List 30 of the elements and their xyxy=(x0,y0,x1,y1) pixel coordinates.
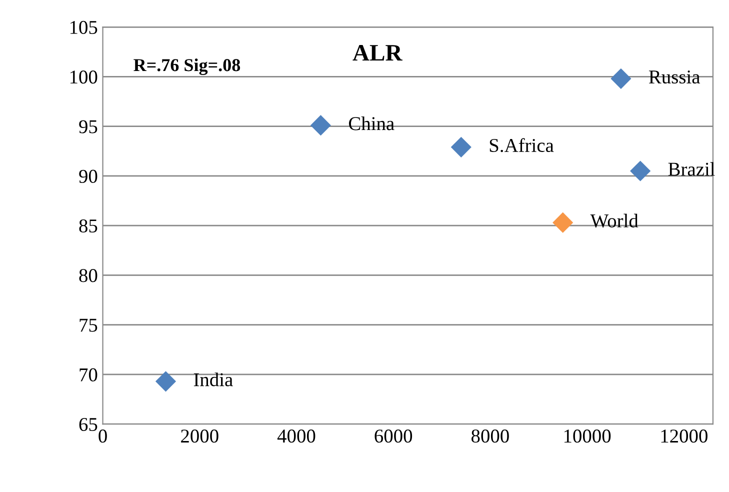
annotation: S.Africa xyxy=(490,138,554,152)
annotation: R=.76 Sig=.08 xyxy=(134,58,240,76)
point xyxy=(630,160,651,182)
y-tick-label: 95 xyxy=(79,120,98,134)
annotation: Brazil xyxy=(668,162,715,176)
annotation: China xyxy=(348,116,394,130)
y-tick-label: 70 xyxy=(80,368,98,382)
point xyxy=(552,212,574,233)
x-tick-label: 4000 xyxy=(277,430,316,443)
x-tick-label: 8000 xyxy=(471,430,509,443)
annotation: World xyxy=(590,214,638,228)
x-tick-label: 6000 xyxy=(374,430,412,443)
y-tick-label: 90 xyxy=(79,170,98,183)
x-tick-label: 0 xyxy=(98,430,107,443)
text: ALR xyxy=(352,44,402,61)
annotation: Russia xyxy=(648,70,700,84)
x-tick-label: 2000 xyxy=(181,430,218,443)
point xyxy=(310,115,332,136)
point xyxy=(610,68,632,89)
point xyxy=(155,371,176,392)
y-tick-label: 75 xyxy=(80,318,98,332)
y-tick-label: 65 xyxy=(79,418,98,432)
x-tick-label: 10000 xyxy=(564,430,611,443)
y-tick-label: 80 xyxy=(79,269,98,282)
y-tick-label: 105 xyxy=(70,20,98,34)
x-tick-label: 12000 xyxy=(661,430,708,443)
annotation: India xyxy=(194,372,233,386)
point xyxy=(450,136,472,158)
y-tick-label: 85 xyxy=(79,219,98,233)
y-tick-label: 100 xyxy=(70,70,98,84)
